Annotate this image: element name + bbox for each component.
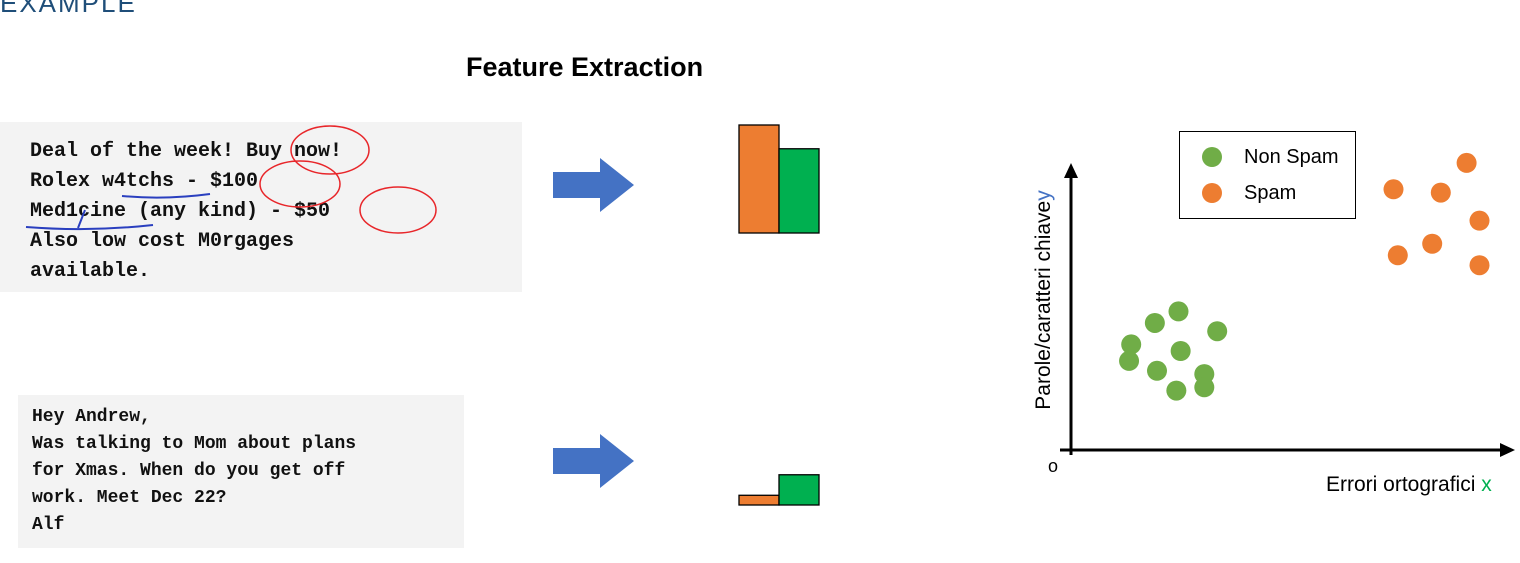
data-point-non-spam (1144, 312, 1165, 333)
legend-marker-spam (1202, 183, 1222, 203)
email-line: Was talking to Mom about plans (32, 434, 357, 454)
data-point-spam (1469, 210, 1490, 231)
data-point-non-spam (1121, 334, 1142, 355)
x-axis-label: Errori ortografici x (1326, 473, 1492, 497)
x-axis-variable: x (1481, 473, 1492, 496)
bar-non-spam-feature (778, 474, 820, 506)
bar-non-spam-feature (778, 148, 820, 234)
data-point-non-spam (1207, 321, 1228, 342)
scatter-plot (1060, 152, 1515, 457)
email-line: Med1cine (any kind) - $50 (30, 200, 331, 223)
data-point-spam (1469, 255, 1490, 276)
circle-annotation-100 (259, 160, 341, 208)
email-line: available. (30, 260, 151, 283)
circle-annotation-buy (290, 125, 370, 175)
chart-legend: Non Spam Spam (1179, 131, 1356, 219)
section-label: EXAMPLE (0, 0, 137, 18)
legend-marker-non-spam (1202, 147, 1222, 167)
spam-keyword-annotations (25, 125, 437, 234)
data-point-spam (1422, 233, 1443, 254)
email-line: Alf (32, 515, 65, 535)
y-axis-label-text: Parole/caratteri chiave (1032, 200, 1055, 410)
data-point-non-spam (1168, 301, 1189, 322)
email-line: work. Meet Dec 22? (32, 488, 227, 508)
data-point-non-spam (1194, 377, 1215, 398)
y-axis-variable: y (1032, 190, 1055, 201)
data-point-spam (1430, 182, 1451, 203)
data-point-non-spam (1170, 341, 1191, 361)
circle-annotation-50 (359, 186, 437, 234)
ham-email-sample: Hey Andrew, Was talking to Mom about pla… (18, 395, 464, 548)
underline-annotation-w4tchs (121, 193, 211, 199)
legend-label-non-spam: Non Spam (1244, 146, 1339, 168)
email-line: Hey Andrew, (32, 407, 151, 427)
data-point-non-spam (1119, 350, 1140, 371)
spam-email-feature-bars (738, 124, 820, 234)
legend-label-spam: Spam (1244, 182, 1297, 204)
arrow-right-icon (553, 434, 634, 488)
x-axis-label-text: Errori ortografici (1326, 473, 1476, 496)
spam-email-sample: Deal of the week! Buy now! Rolex w4tchs … (0, 122, 522, 292)
bar-spam-feature (738, 494, 780, 506)
email-line: Also low cost M0rgages (30, 230, 295, 253)
x-axis-arrowhead (1500, 443, 1515, 457)
arrow-right-icon (553, 158, 634, 212)
ham-email-feature-bars (738, 474, 820, 506)
data-point-spam (1387, 245, 1408, 266)
y-axis-arrowhead (1064, 163, 1078, 178)
data-point-spam (1456, 152, 1477, 173)
email-line: Deal of the week! Buy now! (30, 140, 343, 163)
y-axis-label: Parole/caratteri chiavey (1032, 190, 1056, 409)
underline-annotation-med1cine (25, 224, 154, 231)
email-line: Rolex w4tchs - $100 (30, 170, 259, 193)
bar-spam-feature (738, 124, 780, 234)
data-point-non-spam (1147, 360, 1167, 381)
underline-annotation-med1cine-tick (77, 209, 86, 229)
origin-label: o (1048, 456, 1059, 476)
data-point-spam (1383, 179, 1404, 200)
page-title: Feature Extraction (466, 52, 704, 82)
data-point-non-spam (1166, 380, 1187, 401)
email-line: for Xmas. When do you get off (32, 461, 346, 481)
